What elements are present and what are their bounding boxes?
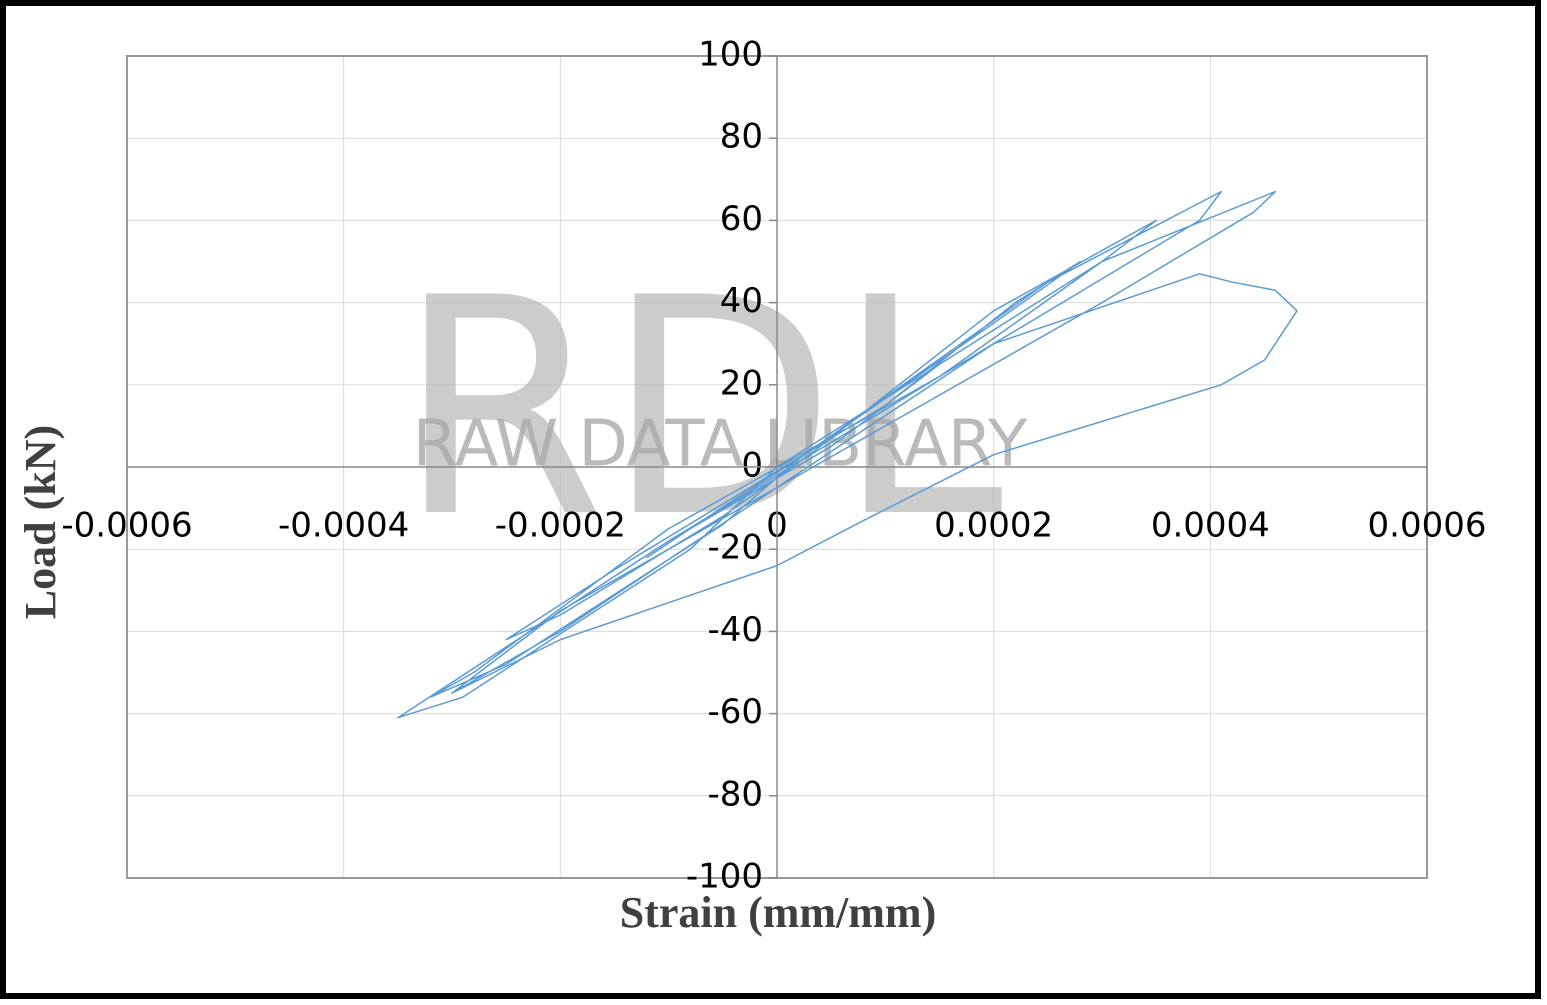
y-tick-label: -20 — [707, 528, 763, 568]
x-tick-label: 0.0002 — [934, 506, 1053, 546]
y-tick-label: -80 — [707, 774, 763, 814]
y-tick-label: -40 — [707, 610, 763, 650]
x-tick-label: -0.0004 — [278, 506, 409, 546]
watermark-text: RAW DATA LIBRARY — [413, 408, 1028, 482]
y-axis-title: Load (kN) — [16, 425, 65, 619]
y-tick-label: 80 — [720, 117, 763, 157]
y-tick-label: 60 — [720, 199, 763, 239]
y-tick-label: 100 — [698, 35, 763, 75]
y-tick-label: 40 — [720, 281, 763, 321]
x-tick-label: -0.0002 — [495, 506, 626, 546]
y-tick-label: -100 — [686, 857, 763, 897]
x-tick-label: 0.0004 — [1151, 506, 1270, 546]
x-tick-label: -0.0006 — [61, 506, 192, 546]
y-tick-label: -60 — [707, 692, 763, 732]
watermark-logo: RDL — [397, 234, 1005, 583]
data-line — [397, 190, 1298, 719]
x-axis-title: Strain (mm/mm) — [620, 888, 937, 937]
x-tick-label: 0.0006 — [1368, 506, 1487, 546]
y-tick-label: 20 — [720, 363, 763, 403]
y-tick-label: 0 — [741, 446, 763, 486]
